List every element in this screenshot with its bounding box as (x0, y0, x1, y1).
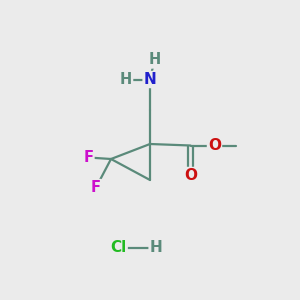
Text: N: N (144, 72, 156, 87)
Text: O: O (208, 138, 221, 153)
Text: F: F (91, 180, 101, 195)
Text: H: H (120, 72, 132, 87)
Text: H: H (148, 52, 160, 68)
Text: H: H (150, 240, 162, 255)
Text: Cl: Cl (110, 240, 127, 255)
Text: F: F (83, 150, 94, 165)
Text: O: O (184, 168, 197, 183)
